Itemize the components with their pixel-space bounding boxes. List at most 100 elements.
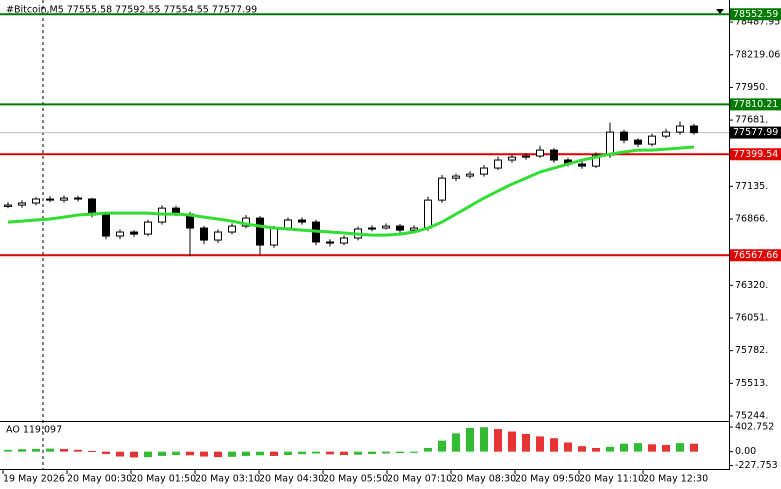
x-tick-label: 20 May 08:30	[451, 474, 516, 485]
ao-bar	[564, 442, 572, 452]
candle-body	[578, 163, 586, 167]
candle-body	[592, 154, 600, 167]
candle-body	[32, 198, 40, 204]
ao-bar	[396, 451, 404, 454]
ao-bar	[578, 446, 586, 452]
ao-bar	[368, 451, 376, 455]
ao-bar	[4, 449, 12, 452]
x-tick-label: 20 May 03:10	[195, 474, 260, 485]
x-tick-label: 19 May 2026	[3, 474, 65, 485]
candle-body	[284, 219, 292, 229]
indicator-tick-label: 0.00	[735, 446, 756, 457]
candle-body	[494, 159, 502, 169]
y-tick-label: 76051.	[735, 313, 768, 324]
ao-bar	[130, 451, 138, 458]
candle-body	[340, 237, 348, 244]
ao-bar	[410, 451, 418, 453]
candle-body	[368, 227, 376, 230]
level-tag	[730, 98, 781, 111]
ao-bar	[200, 451, 208, 457]
candle-body	[536, 149, 544, 157]
x-tick-label: 20 May 00:30	[67, 474, 132, 485]
ao-bar	[522, 433, 530, 452]
ao-bar	[340, 451, 348, 456]
candle-body	[228, 225, 236, 233]
candle-body	[270, 227, 278, 246]
candle-body	[466, 173, 474, 177]
ao-bar	[60, 448, 68, 452]
ao-bar	[102, 451, 110, 455]
ao-bar	[298, 451, 306, 455]
y-tick-label: 75244.	[735, 410, 768, 421]
candle-body	[298, 219, 306, 223]
ao-bar	[242, 451, 250, 456]
y-tick-label: 77135.	[735, 181, 768, 192]
ao-bar	[676, 443, 684, 452]
ao-bar	[508, 431, 516, 452]
level-tag	[730, 8, 781, 21]
level-tag	[730, 148, 781, 161]
candle-body	[74, 197, 82, 200]
candle-body	[256, 217, 264, 246]
x-tick-label: 20 May 09:50	[515, 474, 580, 485]
x-tick-label: 20 May 12:30	[643, 474, 708, 485]
ao-bar	[186, 451, 194, 456]
ao-bar	[354, 451, 362, 455]
ao-bar	[32, 448, 40, 452]
ao-bar	[620, 443, 628, 452]
candle-body	[438, 177, 446, 201]
y-tick-label: 75513.	[735, 378, 768, 389]
candle-body	[60, 197, 68, 201]
scroll-marker	[716, 9, 724, 14]
ao-bar	[494, 429, 502, 452]
chart-title: #Bitcoin,M5 77555.58 77592.55 77554.55 7…	[6, 5, 257, 16]
x-tick-label: 20 May 01:50	[131, 474, 196, 485]
candle-body	[214, 231, 222, 241]
candle-body	[424, 199, 432, 229]
ao-bar	[382, 451, 390, 454]
candle-body	[200, 227, 208, 241]
moving-average	[7, 145, 695, 237]
ao-bar	[312, 451, 320, 454]
ao-bar	[228, 451, 236, 457]
current-price-tag	[730, 126, 781, 139]
candle-body	[648, 135, 656, 145]
ao-bar	[158, 451, 166, 456]
candle-body	[522, 155, 530, 158]
indicator-label: AO 119.097	[6, 425, 62, 436]
y-tick-label: 78487.95	[735, 17, 780, 28]
ao-bar	[438, 440, 446, 452]
candle-body	[326, 241, 334, 244]
candle-body	[410, 227, 418, 231]
level-label: 76567.66	[733, 250, 778, 261]
ao-bar	[88, 451, 96, 453]
ao-bar	[424, 447, 432, 452]
ao-bar	[326, 451, 334, 455]
candle-body	[102, 214, 110, 237]
x-tick-label: 20 May 07:10	[387, 474, 452, 485]
ao-bar	[606, 446, 614, 452]
candle-body	[508, 156, 516, 161]
ao-bar	[466, 427, 474, 452]
ao-bar	[634, 443, 642, 452]
candle-body	[130, 231, 138, 235]
indicator-tick-label: 402.752	[735, 422, 774, 433]
candle-body	[480, 167, 488, 175]
ao-bar	[256, 451, 264, 456]
candle-body	[620, 131, 628, 141]
candle-body	[46, 198, 54, 201]
candle-body	[634, 139, 642, 145]
y-tick-label: 75782.	[735, 345, 768, 356]
level-label: 77399.54	[733, 149, 778, 160]
current-price-label: 77577.99	[733, 127, 778, 138]
ao-bar	[18, 449, 26, 452]
candle-body	[452, 175, 460, 179]
candle-body	[4, 204, 12, 207]
ao-bar	[144, 451, 152, 458]
y-tick-label: 76320.	[735, 280, 768, 291]
ao-bar	[690, 443, 698, 452]
ao-bar	[46, 448, 54, 452]
